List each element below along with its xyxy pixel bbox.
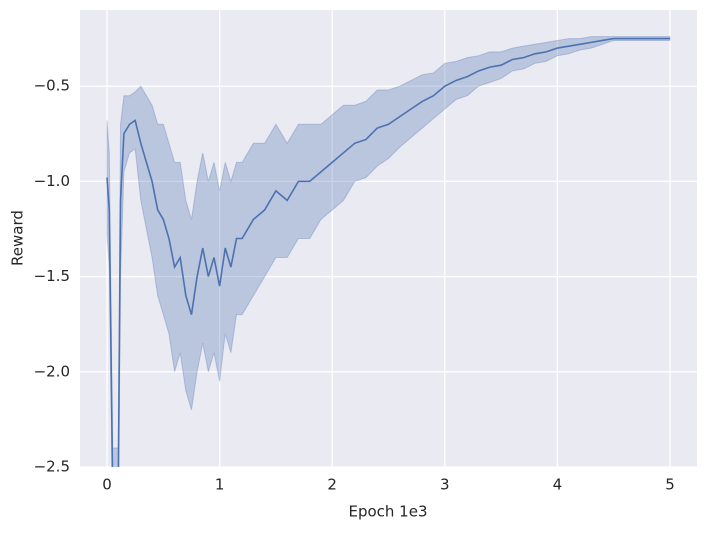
x-tick-label: 2 xyxy=(327,476,337,494)
y-tick-label: −2.5 xyxy=(34,458,70,476)
x-axis-label: Epoch 1e3 xyxy=(348,503,427,521)
x-tick-label: 5 xyxy=(665,476,675,494)
y-axis-label: Reward xyxy=(9,210,27,266)
x-tick-label: 0 xyxy=(102,476,112,494)
x-tick-label: 1 xyxy=(215,476,225,494)
mean-line xyxy=(106,37,670,467)
y-tick-label: −1.0 xyxy=(34,172,70,190)
x-tick-label: 4 xyxy=(553,476,563,494)
y-tick-label: −0.5 xyxy=(34,77,70,95)
confidence-band xyxy=(106,36,671,467)
y-tick-label: −2.0 xyxy=(34,362,70,380)
y-tick-label: −1.5 xyxy=(34,267,70,285)
x-tick-label: 3 xyxy=(440,476,450,494)
